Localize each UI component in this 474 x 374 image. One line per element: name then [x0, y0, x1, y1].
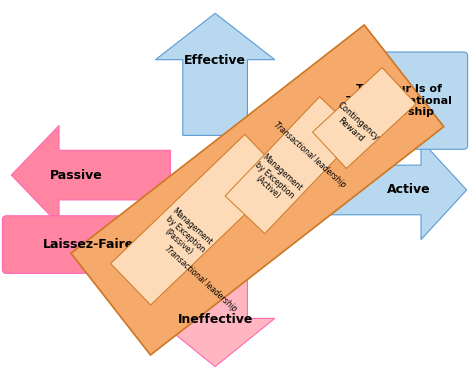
Text: Effective: Effective	[184, 55, 246, 67]
Text: Transactional leadership: Transactional leadership	[272, 121, 347, 190]
FancyBboxPatch shape	[330, 52, 468, 149]
Polygon shape	[155, 13, 275, 135]
Polygon shape	[225, 97, 359, 234]
Text: Management
by Exception
(Passive): Management by Exception (Passive)	[156, 207, 214, 263]
Text: Laissez-Faire: Laissez-Faire	[43, 238, 135, 251]
Text: Management
by Exception
(Active): Management by Exception (Active)	[246, 152, 303, 208]
Text: Passive: Passive	[50, 169, 102, 182]
Polygon shape	[155, 240, 275, 367]
Polygon shape	[315, 140, 466, 240]
Text: The Four Is of
Transformational
Leadership: The Four Is of Transformational Leadersh…	[346, 84, 453, 117]
Polygon shape	[312, 68, 416, 168]
Text: Active: Active	[387, 184, 431, 196]
Text: Ineffective: Ineffective	[177, 313, 253, 325]
Polygon shape	[110, 135, 285, 305]
Polygon shape	[71, 25, 444, 355]
Text: Contingency
Reward: Contingency Reward	[328, 101, 381, 150]
Text: Transactional leadership: Transactional leadership	[163, 245, 238, 314]
Polygon shape	[11, 125, 170, 225]
FancyBboxPatch shape	[2, 216, 174, 273]
